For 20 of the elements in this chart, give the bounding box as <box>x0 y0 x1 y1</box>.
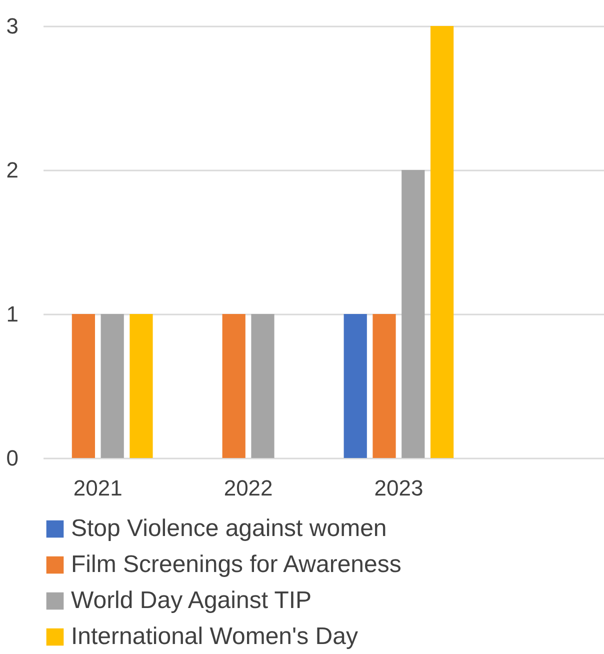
legend-label: Film Screenings for Awareness <box>71 551 402 578</box>
bar <box>372 314 396 458</box>
bar <box>100 314 124 458</box>
y-tick-label: 0 <box>6 446 18 470</box>
y-tick-label: 1 <box>6 302 18 326</box>
bar <box>344 314 367 458</box>
x-tick-label: 2022 <box>224 476 273 500</box>
bar <box>251 314 274 458</box>
bar <box>72 314 96 458</box>
y-tick-label: 2 <box>6 158 18 182</box>
legend-label: World Day Against TIP <box>71 587 312 614</box>
x-tick-label: 2023 <box>374 476 424 500</box>
legend-label: Stop Violence against women <box>71 515 387 542</box>
bar <box>222 314 246 458</box>
legend-label: International Women's Day <box>71 623 358 650</box>
bar <box>430 26 454 458</box>
x-tick-label: 2021 <box>73 476 122 500</box>
bar <box>402 170 425 458</box>
y-tick-label: 3 <box>6 14 18 38</box>
bar <box>130 314 153 458</box>
